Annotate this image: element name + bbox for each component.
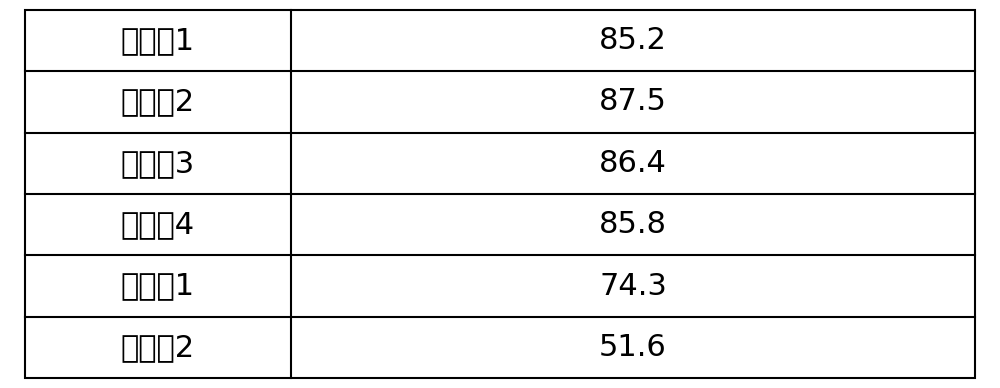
- Text: 86.4: 86.4: [599, 149, 667, 178]
- Text: 对比例1: 对比例1: [121, 272, 195, 301]
- Text: 实施例3: 实施例3: [121, 149, 195, 178]
- Text: 85.8: 85.8: [599, 210, 667, 239]
- Text: 85.2: 85.2: [599, 26, 667, 55]
- Text: 51.6: 51.6: [599, 333, 667, 362]
- Text: 实施例2: 实施例2: [121, 87, 195, 116]
- Text: 对比例2: 对比例2: [121, 333, 195, 362]
- Text: 实施例1: 实施例1: [121, 26, 195, 55]
- Text: 实施例4: 实施例4: [121, 210, 195, 239]
- Text: 74.3: 74.3: [599, 272, 667, 301]
- Text: 87.5: 87.5: [599, 87, 667, 116]
